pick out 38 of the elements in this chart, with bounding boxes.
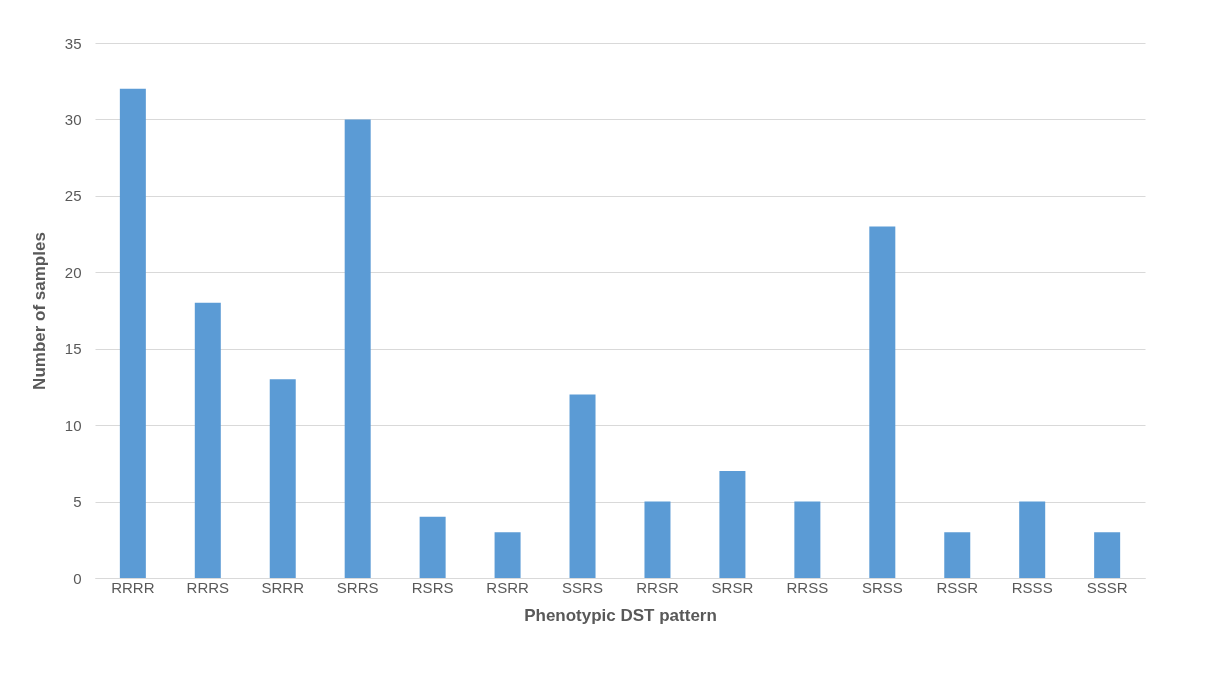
bar [194, 302, 221, 578]
bar [719, 471, 746, 578]
x-tick-label: RSSS [1011, 578, 1053, 596]
bar [269, 379, 296, 578]
x-tick-label: RRSR [636, 578, 679, 596]
bar [1094, 532, 1121, 578]
y-tick-label: 5 [73, 493, 82, 511]
y-tick-label: 25 [64, 187, 82, 205]
x-axis-title: Phenotypic DST pattern [524, 605, 717, 625]
x-tick-label: RRRS [186, 578, 230, 596]
bar [344, 119, 371, 578]
x-tick-label: RSSR [936, 578, 979, 596]
bar [569, 394, 596, 578]
bar [119, 88, 146, 578]
x-tick-label: SRRS [336, 578, 379, 596]
y-axis-title: Number of samples [29, 232, 49, 390]
bar [419, 516, 446, 578]
y-tick-label: 0 [73, 569, 82, 587]
x-tick-label: RRSS [786, 578, 829, 596]
x-tick-label: SSSR [1086, 578, 1128, 596]
bar [944, 532, 971, 578]
x-tick-label: SRSS [861, 578, 903, 596]
bar [644, 501, 671, 578]
x-tick-label: SRRR [261, 578, 305, 596]
y-tick-label: 10 [64, 416, 82, 434]
bar [494, 532, 521, 578]
x-tick-label: RRRR [111, 578, 155, 596]
y-tick-label: 15 [64, 340, 82, 358]
x-tick-label: RSRR [486, 578, 529, 596]
bar [794, 501, 821, 578]
y-tick-label: 30 [64, 110, 82, 128]
y-tick-label: 20 [64, 263, 82, 281]
x-tick-label: SSRS [562, 578, 603, 596]
y-tick-label: 35 [64, 34, 82, 52]
x-tick-label: SRSR [711, 578, 754, 596]
bar [869, 226, 896, 578]
x-tick-label: RSRS [411, 578, 454, 596]
bar [1019, 501, 1046, 578]
